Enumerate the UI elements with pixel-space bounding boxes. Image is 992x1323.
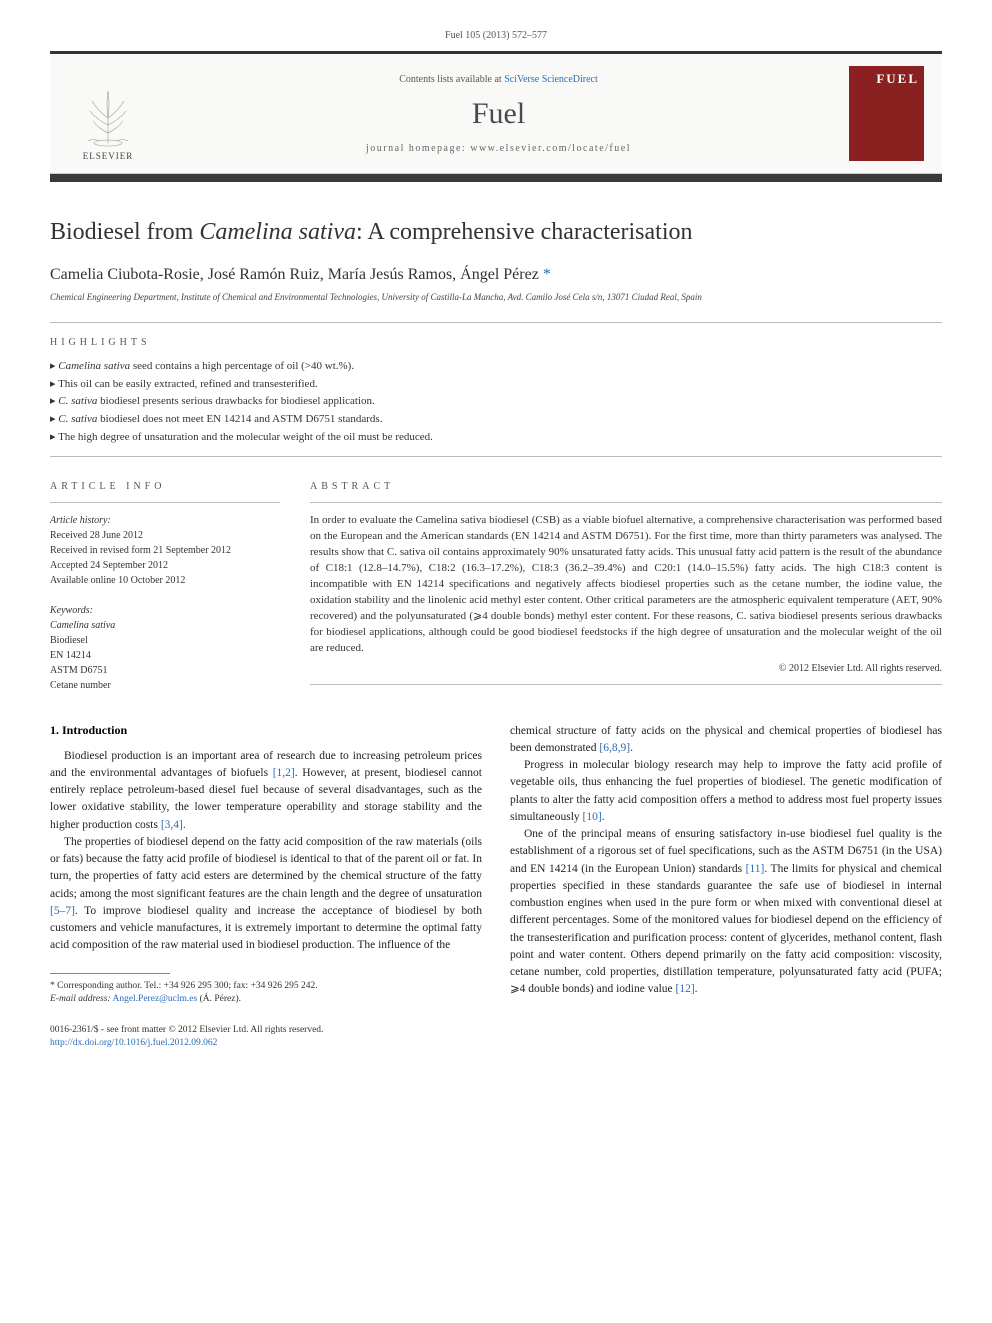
hl-italic: C. sativa xyxy=(58,413,97,425)
corresponding-marker[interactable]: * xyxy=(543,266,551,283)
article-history: Article history: Received 28 June 2012 R… xyxy=(50,513,280,588)
intro-heading: 1. Introduction xyxy=(50,723,482,738)
para-text: chemical structure of fatty acids on the… xyxy=(510,725,942,754)
corr-email-link[interactable]: Angel.Perez@uclm.es xyxy=(112,994,197,1004)
history-received: Received 28 June 2012 xyxy=(50,528,280,543)
ref-link[interactable]: [11] xyxy=(746,863,765,875)
abstract-label: ABSTRACT xyxy=(310,481,942,492)
title-italic: Camelina sativa xyxy=(199,219,356,245)
ref-link[interactable]: [1,2] xyxy=(273,767,295,779)
para-text: . xyxy=(183,819,186,831)
para-text: . To improve biodiesel quality and incre… xyxy=(50,905,482,952)
history-accepted: Accepted 24 September 2012 xyxy=(50,558,280,573)
hl-text: This oil can be easily extracted, refine… xyxy=(58,378,318,390)
para-text: . xyxy=(695,983,698,995)
keyword-item: Cetane number xyxy=(50,678,280,693)
hl-text: biodiesel presents serious drawbacks for… xyxy=(97,395,374,407)
para-text: . xyxy=(602,811,605,823)
contents-prefix: Contents lists available at xyxy=(399,74,504,85)
journal-homepage: journal homepage: www.elsevier.com/locat… xyxy=(148,143,849,154)
ref-link[interactable]: [5–7] xyxy=(50,905,75,917)
journal-cover: FUEL xyxy=(849,66,924,161)
highlights-list: Camelina sativa seed contains a high per… xyxy=(50,358,942,446)
copyright: © 2012 Elsevier Ltd. All rights reserved… xyxy=(310,663,942,674)
bottom-meta: 0016-2361/$ - see front matter © 2012 El… xyxy=(50,1024,942,1051)
keyword-item: Biodiesel xyxy=(50,633,280,648)
divider xyxy=(50,456,942,457)
divider xyxy=(50,322,942,323)
issn-line: 0016-2361/$ - see front matter © 2012 El… xyxy=(50,1024,942,1037)
highlight-item: Camelina sativa seed contains a high per… xyxy=(50,358,942,376)
para-text: The properties of biodiesel depend on th… xyxy=(50,836,482,900)
abstract-text: In order to evaluate the Camelina sativa… xyxy=(310,513,942,656)
title-pre: Biodiesel from xyxy=(50,219,199,245)
ref-link[interactable]: [6,8,9] xyxy=(599,742,630,754)
ref-link[interactable]: [10] xyxy=(583,811,602,823)
header-citation: Fuel 105 (2013) 572–577 xyxy=(50,30,942,41)
highlight-item: This oil can be easily extracted, refine… xyxy=(50,376,942,394)
divider xyxy=(50,502,280,503)
ref-link[interactable]: [12] xyxy=(676,983,695,995)
article-title: Biodiesel from Camelina sativa: A compre… xyxy=(50,217,942,248)
para-text: Progress in molecular biology research m… xyxy=(510,759,942,823)
left-column: 1. Introduction Biodiesel production is … xyxy=(50,723,482,1007)
homepage-url[interactable]: www.elsevier.com/locate/fuel xyxy=(470,143,631,154)
journal-header: ELSEVIER Contents lists available at Sci… xyxy=(50,54,942,174)
para-text: . The limits for physical and chemical p… xyxy=(510,863,942,996)
history-online: Available online 10 October 2012 xyxy=(50,573,280,588)
history-heading: Article history: xyxy=(50,513,280,528)
body-text: chemical structure of fatty acids on the… xyxy=(510,723,942,999)
author-list: Camelia Ciubota-Rosie, José Ramón Ruiz, … xyxy=(50,266,539,283)
publisher-logo: ELSEVIER xyxy=(68,66,148,161)
keywords-block: Keywords: Camelina sativa Biodiesel EN 1… xyxy=(50,603,280,693)
cover-title: FUEL xyxy=(876,71,919,87)
divider xyxy=(310,502,942,503)
body-text: Biodiesel production is an important are… xyxy=(50,748,482,955)
doi-link[interactable]: http://dx.doi.org/10.1016/j.fuel.2012.09… xyxy=(50,1038,217,1048)
para-text: . xyxy=(630,742,633,754)
right-column: chemical structure of fatty acids on the… xyxy=(510,723,942,1007)
email-label: E-mail address: xyxy=(50,994,111,1004)
body-columns: 1. Introduction Biodiesel production is … xyxy=(50,723,942,1007)
hl-italic: C. sativa xyxy=(58,395,97,407)
affiliation: Chemical Engineering Department, Institu… xyxy=(50,292,942,302)
highlights-label: HIGHLIGHTS xyxy=(50,337,942,348)
highlight-item: The high degree of unsaturation and the … xyxy=(50,429,942,447)
divider xyxy=(310,684,942,685)
journal-title: Fuel xyxy=(148,97,849,131)
homepage-prefix: journal homepage: xyxy=(366,143,470,154)
keyword-item: ASTM D6751 xyxy=(50,663,280,678)
highlight-item: C. sativa biodiesel does not meet EN 142… xyxy=(50,411,942,429)
article-info-label: ARTICLE INFO xyxy=(50,481,280,492)
hl-italic: Camelina sativa xyxy=(58,360,130,372)
keywords-heading: Keywords: xyxy=(50,603,280,618)
corr-author-info: * Corresponding author. Tel.: +34 926 29… xyxy=(50,980,482,993)
elsevier-tree-icon xyxy=(78,83,138,148)
footnote-divider xyxy=(50,973,170,974)
hl-text: biodiesel does not meet EN 14214 and AST… xyxy=(97,413,382,425)
header-bar xyxy=(50,174,942,182)
contents-available: Contents lists available at SciVerse Sci… xyxy=(148,74,849,85)
title-post: : A comprehensive characterisation xyxy=(356,219,693,245)
email-who: (Á. Pérez). xyxy=(200,994,241,1004)
highlight-item: C. sativa biodiesel presents serious dra… xyxy=(50,393,942,411)
corresponding-footnote: * Corresponding author. Tel.: +34 926 29… xyxy=(50,980,482,1007)
publisher-name: ELSEVIER xyxy=(83,151,134,161)
sciencedirect-link[interactable]: SciVerse ScienceDirect xyxy=(504,74,598,85)
hl-text: The high degree of unsaturation and the … xyxy=(58,431,433,443)
keyword-item: EN 14214 xyxy=(50,648,280,663)
authors: Camelia Ciubota-Rosie, José Ramón Ruiz, … xyxy=(50,266,942,284)
ref-link[interactable]: [3,4] xyxy=(161,819,183,831)
history-revised: Received in revised form 21 September 20… xyxy=(50,543,280,558)
keyword-item: Camelina sativa xyxy=(50,618,280,633)
hl-text: seed contains a high percentage of oil (… xyxy=(130,360,354,372)
